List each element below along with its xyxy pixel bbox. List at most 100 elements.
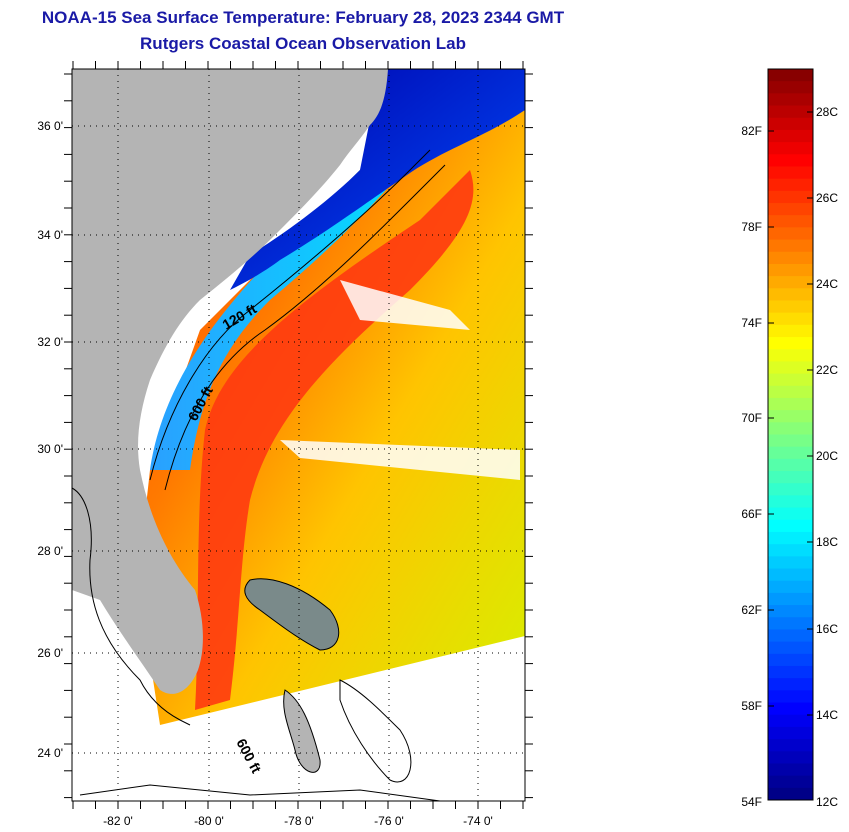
colorbar-band: [768, 190, 813, 204]
lat-label: 36 0': [37, 119, 63, 133]
colorbar-band: [768, 397, 813, 411]
colorbar-band: [768, 690, 813, 704]
bahamas-contour: [283, 689, 321, 773]
colorbar-band: [768, 678, 813, 691]
lat-label: 24 0': [37, 746, 63, 760]
northern-water: [230, 69, 525, 290]
colorbar-band: [768, 154, 813, 167]
map-subtitle: Rutgers Coastal Ocean Observation Lab: [140, 34, 466, 53]
colorbar-frame: [767, 68, 814, 801]
gulf-stream: [195, 170, 474, 710]
lon-label: -80 0': [194, 814, 224, 828]
cloud-patch: [340, 280, 470, 330]
map-title: NOAA-15 Sea Surface Temperature: Februar…: [41, 8, 565, 27]
colorbar-band: [768, 726, 813, 740]
colorbar-band: [768, 458, 813, 472]
fahrenheit-label: 62F: [741, 603, 762, 617]
colorbar-band: [768, 605, 813, 618]
colorbar-band: [768, 373, 813, 387]
colorbar-band: [768, 142, 813, 155]
colorbar-band: [768, 556, 813, 570]
colorbar-band: [768, 653, 813, 667]
colorbar-band: [768, 751, 813, 764]
sst-map: 120 ft 600 ft 600 ft 36 0' 34 0' 32 0' 3…: [37, 61, 533, 828]
colorbar-band: [768, 251, 813, 265]
colorbar-band: [768, 215, 813, 228]
fahrenheit-label: 58F: [741, 699, 762, 713]
lat-label: 34 0': [37, 228, 63, 242]
fahrenheit-label: 74F: [741, 316, 762, 330]
colorbar-band: [768, 775, 813, 789]
colorbar-band: [768, 105, 813, 119]
colorbar-band: [768, 592, 813, 606]
colorbar-band: [768, 483, 813, 496]
celsius-label: 14C: [816, 708, 838, 722]
colorbar-band: [768, 361, 813, 375]
bahamas-contour: [339, 679, 412, 783]
colorbar-band: [768, 227, 813, 241]
land-mass: [72, 69, 388, 694]
celsius-label: 12C: [816, 795, 838, 809]
colorbar-band: [768, 544, 813, 557]
temperature-colorbar: 82F 78F 74F 70F 66F 62F 58F 54F 28C 26C …: [741, 68, 838, 809]
celsius-label: 20C: [816, 449, 838, 463]
colorbar-band: [768, 434, 813, 448]
colorbar-band: [768, 422, 813, 435]
colorbar-band: [768, 787, 813, 801]
lon-label: -76 0': [374, 814, 404, 828]
lat-label: 28 0': [37, 544, 63, 558]
lat-label: 30 0': [37, 442, 63, 456]
colorbar-band: [768, 665, 813, 679]
fahrenheit-label: 78F: [741, 220, 762, 234]
fahrenheit-label: 66F: [741, 507, 762, 521]
colorbar-band: [768, 519, 813, 533]
lon-label: -82 0': [103, 814, 133, 828]
colorbar-band: [768, 495, 813, 509]
colorbar-band: [768, 641, 813, 655]
colorbar-band: [768, 263, 813, 277]
lat-label: 26 0': [37, 646, 63, 660]
lon-label: -78 0': [284, 814, 314, 828]
celsius-label: 24C: [816, 277, 838, 291]
colorbar-band: [768, 702, 813, 716]
colorbar-band: [768, 337, 813, 350]
colorbar-band: [768, 385, 813, 399]
coastline: [72, 487, 191, 726]
colorbar-band: [768, 580, 813, 594]
celsius-label: 22C: [816, 363, 838, 377]
celsius-label: 28C: [816, 105, 838, 119]
colorbar-band: [768, 81, 813, 94]
colorbar-band: [768, 531, 813, 545]
colorbar-band: [768, 410, 813, 423]
depth-contour-120ft: [149, 149, 431, 481]
depth-contour-600ft: [164, 164, 446, 491]
lat-label: 32 0': [37, 335, 63, 349]
colorbar-band: [768, 178, 813, 192]
colorbar-band: [768, 568, 813, 582]
bahamas-contour: [244, 578, 340, 651]
colorbar-band: [768, 117, 813, 131]
colorbar-band: [768, 166, 813, 180]
colorbar-band: [768, 300, 813, 314]
longitude-axis: [72, 61, 524, 809]
colorbar-band: [768, 69, 813, 82]
colorbar-band: [768, 239, 813, 253]
lon-label: -74 0': [463, 814, 493, 828]
fahrenheit-label: 70F: [741, 411, 762, 425]
colorbar-band: [768, 471, 813, 484]
colorbar-band: [768, 446, 813, 460]
shelf-waters: [150, 140, 420, 470]
colorbar-band: [768, 739, 813, 752]
colorbar-band: [768, 288, 813, 301]
latitude-axis: [64, 73, 533, 799]
celsius-label: 26C: [816, 191, 838, 205]
colorbar-band: [768, 324, 813, 338]
colorbar-band: [768, 617, 813, 630]
graticule: [72, 69, 525, 801]
fahrenheit-label: 82F: [741, 124, 762, 138]
colorbar-band: [768, 629, 813, 643]
colorbar-band: [768, 312, 813, 326]
fahrenheit-label: 54F: [741, 795, 762, 809]
colorbar-band: [768, 349, 813, 362]
colorbar-band: [768, 507, 813, 521]
